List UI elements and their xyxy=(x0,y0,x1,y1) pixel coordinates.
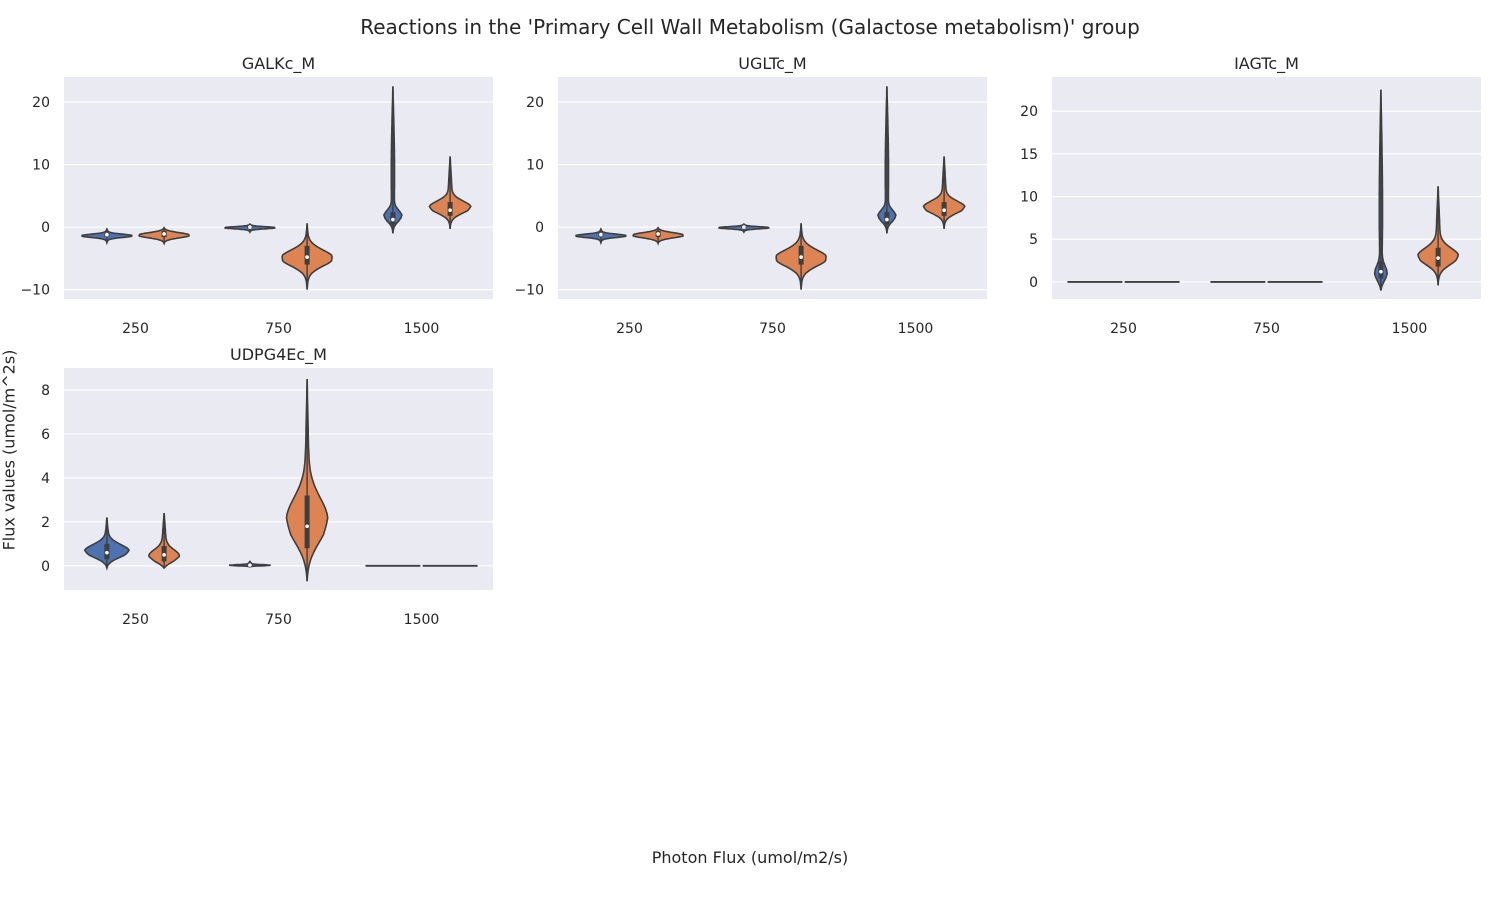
violin-median-dot xyxy=(305,255,309,259)
plot-area xyxy=(64,77,493,299)
violin xyxy=(632,226,684,246)
subplot-title: UGLTc_M xyxy=(738,54,806,74)
plot-area xyxy=(1052,77,1481,299)
violin-median-dot xyxy=(799,255,803,259)
violin xyxy=(428,156,472,230)
x-tick-label: 750 xyxy=(759,321,786,337)
violin xyxy=(575,227,627,246)
x-tick-label: 1500 xyxy=(404,321,440,337)
y-tick-label: −10 xyxy=(514,283,544,299)
violin-median-dot xyxy=(448,208,452,212)
y-tick-label: 10 xyxy=(526,158,544,174)
x-tick-label: 750 xyxy=(1253,321,1280,337)
violin-median-dot xyxy=(162,553,166,557)
violin xyxy=(1417,186,1460,286)
violin-iqr-box xyxy=(304,495,310,549)
plot-area xyxy=(64,368,493,590)
y-tick-label: 15 xyxy=(1020,147,1038,163)
x-tick-label: 1500 xyxy=(404,612,440,628)
y-tick-label: 4 xyxy=(41,471,50,487)
y-tick-label: 10 xyxy=(1020,190,1038,206)
violin xyxy=(148,513,181,570)
subplot-udpg4ec-m: 0 2 4 6 8 250 750 1500 UDPG4Ec_M xyxy=(41,345,493,628)
x-tick-label: 250 xyxy=(122,612,149,628)
violin xyxy=(281,223,333,290)
violin xyxy=(224,222,276,234)
y-tick-label: 5 xyxy=(1029,232,1038,248)
x-tick-label: 1500 xyxy=(898,321,934,337)
y-tick-label: 20 xyxy=(526,95,544,111)
violin xyxy=(877,86,897,234)
subplot-iagtc-m: 0 5 10 15 20 250 750 1500 IAGTc_M xyxy=(1020,54,1481,337)
violin xyxy=(922,156,966,230)
subplot-ugltc-m: −10 0 10 20 250 750 1500 UGLTc_M xyxy=(514,54,987,337)
violin xyxy=(285,378,329,582)
y-tick-label: −10 xyxy=(20,283,50,299)
y-tick-label: 6 xyxy=(41,427,50,443)
figure-title: Reactions in the 'Primary Cell Wall Meta… xyxy=(360,15,1140,39)
x-tick-label: 750 xyxy=(265,612,292,628)
x-axis-label: Photon Flux (umol/m2/s) xyxy=(651,848,849,867)
violin-median-dot xyxy=(885,217,889,222)
violin-median-dot xyxy=(305,524,309,529)
violin-median-dot xyxy=(105,232,109,237)
violin xyxy=(138,226,190,246)
x-tick-label: 250 xyxy=(122,321,149,337)
subplot-galkc-m: −10 0 10 20 250 750 1500 GALKc_M xyxy=(20,54,493,337)
violin xyxy=(81,227,133,246)
subplot-title: UDPG4Ec_M xyxy=(230,345,327,365)
y-tick-label: 0 xyxy=(1029,275,1038,291)
violin-median-dot xyxy=(248,225,252,229)
x-tick-label: 750 xyxy=(265,321,292,337)
violin xyxy=(383,86,403,234)
x-tick-label: 1500 xyxy=(1392,321,1428,337)
violin-median-dot xyxy=(248,563,252,567)
violin-median-dot xyxy=(942,208,946,212)
violin-median-dot xyxy=(1379,269,1383,274)
violin xyxy=(775,223,827,290)
y-axis-label: Flux values (umol/m^2s) xyxy=(0,349,19,551)
y-tick-label: 20 xyxy=(32,95,50,111)
y-tick-label: 0 xyxy=(535,220,544,236)
violin-median-dot xyxy=(105,550,109,555)
y-tick-label: 2 xyxy=(41,515,50,531)
violin-median-dot xyxy=(599,232,603,237)
violin-iqr-box xyxy=(304,245,310,265)
x-tick-label: 250 xyxy=(1110,321,1137,337)
violin xyxy=(718,222,770,234)
violin-median-dot xyxy=(162,232,166,236)
violin xyxy=(1373,89,1389,291)
y-tick-label: 0 xyxy=(41,559,50,575)
violin-iqr-box xyxy=(798,245,804,265)
y-tick-label: 10 xyxy=(32,158,50,174)
violin xyxy=(83,517,130,571)
violin-median-dot xyxy=(391,217,395,222)
subplot-title: GALKc_M xyxy=(242,54,315,74)
x-tick-label: 250 xyxy=(616,321,643,337)
y-tick-label: 20 xyxy=(1020,104,1038,120)
y-tick-label: 0 xyxy=(41,220,50,236)
violin-median-dot xyxy=(656,232,660,236)
violin xyxy=(228,560,271,568)
violin-median-dot xyxy=(1436,256,1440,260)
violin-median-dot xyxy=(742,225,746,229)
plot-area xyxy=(558,77,987,299)
subplot-title: IAGTc_M xyxy=(1234,54,1299,74)
y-tick-label: 8 xyxy=(41,383,50,399)
